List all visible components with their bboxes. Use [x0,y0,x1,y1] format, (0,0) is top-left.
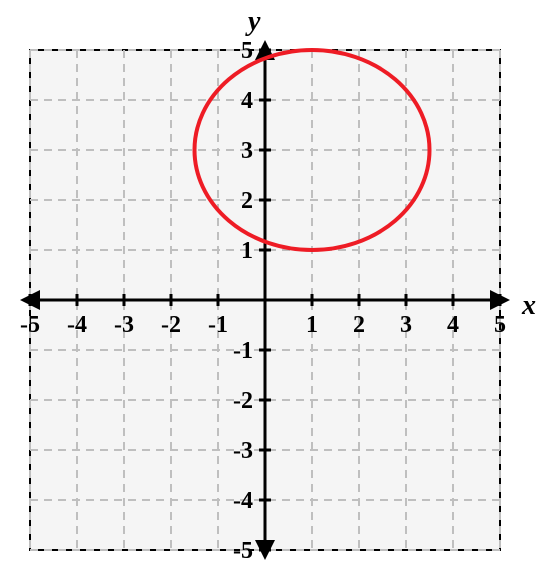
svg-text:5: 5 [241,38,253,64]
svg-text:3: 3 [400,312,412,338]
y-axis-label: y [248,6,260,38]
svg-text:-5: -5 [233,538,253,564]
svg-text:1: 1 [306,312,318,338]
svg-text:4: 4 [241,88,253,114]
svg-text:5: 5 [494,312,506,338]
svg-text:-5: -5 [20,312,40,338]
svg-text:-2: -2 [233,388,253,414]
svg-text:4: 4 [447,312,459,338]
svg-text:-4: -4 [67,312,87,338]
coordinate-plane: -5 -4 -3 -2 -1 1 2 3 4 5 5 4 3 2 1 -1 -2 -3 -4 -5 [0,0,548,576]
svg-text:-1: -1 [208,312,228,338]
x-axis-label: x [522,290,536,322]
svg-text:1: 1 [241,238,253,264]
svg-text:2: 2 [353,312,365,338]
svg-text:-3: -3 [114,312,134,338]
svg-text:3: 3 [241,138,253,164]
svg-text:-4: -4 [233,488,253,514]
svg-text:-1: -1 [233,338,253,364]
svg-text:-2: -2 [161,312,181,338]
svg-text:2: 2 [241,188,253,214]
svg-text:-3: -3 [233,438,253,464]
chart-container: -5 -4 -3 -2 -1 1 2 3 4 5 5 4 3 2 1 -1 -2 -3 -4 -5 y x [0,0,548,576]
